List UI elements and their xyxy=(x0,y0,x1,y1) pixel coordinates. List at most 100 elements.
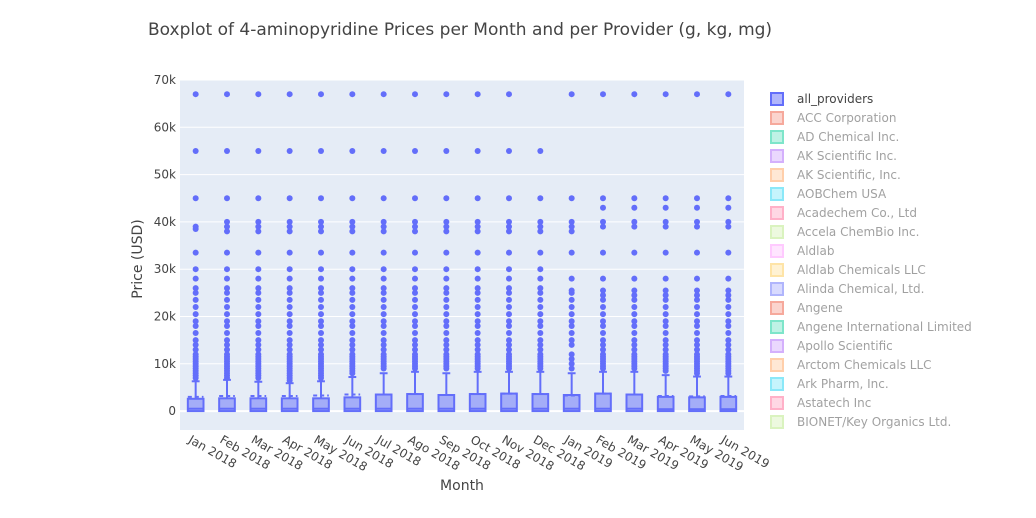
legend-label: all_providers xyxy=(797,92,873,106)
outlier-point xyxy=(600,341,606,348)
outlier-point xyxy=(725,223,732,230)
y-tick-label: 40k xyxy=(154,215,176,229)
outlier-point xyxy=(568,218,575,225)
legend-label: Angene xyxy=(797,301,843,315)
outlier-point xyxy=(474,228,481,235)
box-group xyxy=(186,91,205,413)
legend-item[interactable]: AK Scientific, Inc. xyxy=(770,168,901,182)
legend-item[interactable]: Aldlab Chemicals LLC xyxy=(770,263,926,277)
legend-swatch xyxy=(770,92,784,106)
outlier-point xyxy=(725,195,732,202)
outlier-point xyxy=(412,249,418,256)
outlier-point xyxy=(380,337,387,344)
legend-swatch xyxy=(770,244,784,258)
outlier-point xyxy=(349,330,356,337)
outlier-point xyxy=(349,91,356,98)
outlier-point xyxy=(443,249,450,256)
outlier-point xyxy=(255,91,262,98)
outlier-point xyxy=(224,228,230,235)
legend-item[interactable]: Angene xyxy=(770,301,843,315)
outlier-point xyxy=(286,218,293,225)
outlier-point xyxy=(318,351,324,358)
outlier-point xyxy=(568,356,575,363)
legend-item[interactable]: AD Chemical Inc. xyxy=(770,130,899,144)
outlier-point xyxy=(443,289,450,296)
outlier-point xyxy=(474,311,481,318)
box-group xyxy=(437,91,456,413)
outlier-point xyxy=(474,218,481,225)
outlier-point xyxy=(224,249,230,256)
outlier-point xyxy=(380,195,387,202)
outlier-point xyxy=(600,195,606,202)
outlier-point xyxy=(631,351,638,358)
legend-swatch xyxy=(770,377,784,391)
outlier-point xyxy=(537,337,544,344)
legend-item[interactable]: all_providers xyxy=(770,92,873,106)
outlier-point xyxy=(537,147,544,154)
legend-item[interactable]: AK Scientific Inc. xyxy=(770,149,897,163)
legend-item[interactable]: Ark Pharm, Inc. xyxy=(770,377,889,391)
legend-item[interactable]: Angene International Limited xyxy=(770,320,972,334)
outlier-point xyxy=(600,330,606,337)
legend[interactable]: all_providers ACC Corporation AD Chemical … xyxy=(770,92,972,429)
outlier-point xyxy=(224,218,230,225)
outlier-point xyxy=(568,318,575,325)
legend-label: AK Scientific, Inc. xyxy=(797,168,901,182)
outlier-point xyxy=(725,249,732,256)
outlier-point xyxy=(349,249,356,256)
legend-item[interactable]: Astatech Inc xyxy=(770,396,871,410)
outlier-point xyxy=(694,330,700,337)
outlier-point xyxy=(349,218,356,225)
legend-item[interactable]: ACC Corporation xyxy=(770,111,896,125)
legend-label: Ark Pharm, Inc. xyxy=(797,377,889,391)
outlier-point xyxy=(568,322,575,329)
outlier-point xyxy=(286,351,293,358)
outlier-point xyxy=(224,351,230,358)
legend-item[interactable]: Aldlab xyxy=(770,244,834,258)
outlier-point xyxy=(725,292,732,299)
outlier-point xyxy=(255,346,262,353)
outlier-point xyxy=(600,91,606,98)
outlier-point xyxy=(662,275,669,282)
outlier-point xyxy=(474,304,481,311)
outlier-point xyxy=(286,289,293,296)
outlier-point xyxy=(380,296,387,303)
outlier-point xyxy=(443,322,450,329)
outlier-point xyxy=(255,311,262,318)
outlier-point xyxy=(443,228,450,235)
outlier-point xyxy=(255,341,262,348)
legend-item[interactable]: Alinda Chemical, Ltd. xyxy=(770,282,924,296)
outlier-point xyxy=(412,346,418,353)
legend-swatch xyxy=(770,149,784,163)
legend-item[interactable]: Arctom Chemicals LLC xyxy=(770,358,932,372)
outlier-point xyxy=(506,223,512,230)
outlier-point xyxy=(537,346,544,353)
outlier-point xyxy=(631,249,638,256)
legend-item[interactable]: Accela ChemBio Inc. xyxy=(770,225,919,239)
outlier-point xyxy=(568,360,575,367)
legend-item[interactable]: Apollo Scientific xyxy=(770,339,893,353)
box-group xyxy=(280,91,299,413)
outlier-point xyxy=(474,275,481,282)
legend-swatch xyxy=(770,396,784,410)
legend-item[interactable]: AOBChem USA xyxy=(770,187,887,201)
y-tick-label: 50k xyxy=(154,168,176,182)
outlier-point xyxy=(412,341,418,348)
legend-label: Accela ChemBio Inc. xyxy=(797,225,919,239)
outlier-point xyxy=(537,330,544,337)
outlier-point xyxy=(600,249,606,256)
outlier-point xyxy=(537,318,544,325)
outlier-point xyxy=(443,195,450,202)
outlier-point xyxy=(506,266,512,273)
legend-item[interactable]: BIONET/Key Organics Ltd. xyxy=(770,415,951,429)
outlier-point xyxy=(286,228,293,235)
outlier-point xyxy=(380,223,387,230)
box-group xyxy=(218,91,236,413)
legend-swatch xyxy=(770,415,784,429)
outlier-point xyxy=(694,287,700,294)
outlier-point xyxy=(412,311,418,318)
outlier-point xyxy=(255,249,262,256)
outlier-point xyxy=(662,322,669,329)
outlier-point xyxy=(662,204,669,211)
legend-item[interactable]: Acadechem Co., Ltd xyxy=(770,206,917,220)
